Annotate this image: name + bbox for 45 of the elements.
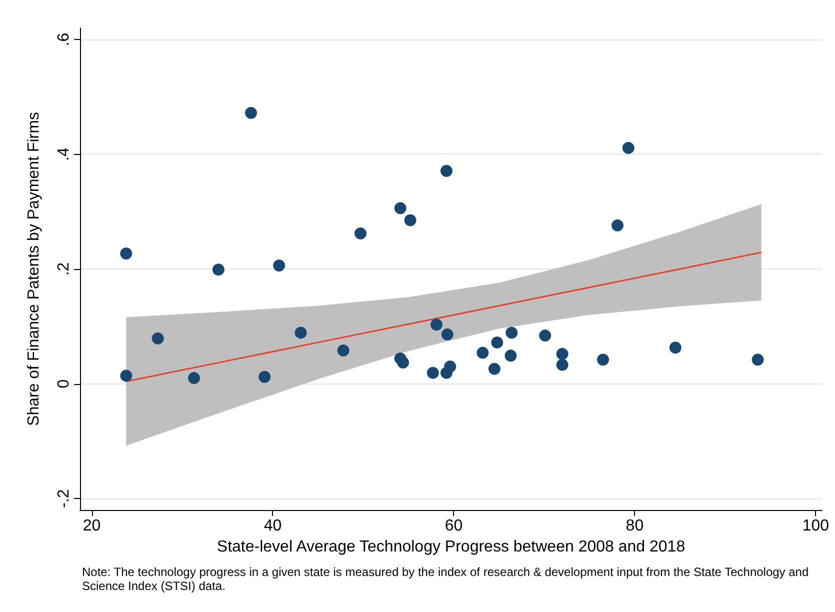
point	[669, 342, 682, 354]
point	[397, 356, 410, 369]
point	[556, 348, 568, 360]
point	[188, 372, 200, 384]
y-axis-title: Share of Finance Patents by Payment Firms	[26, 112, 42, 426]
point	[506, 326, 518, 339]
x-tick-label: 40	[264, 518, 282, 534]
point	[258, 370, 271, 383]
y-tick-label: .2	[56, 262, 72, 276]
point	[120, 248, 132, 260]
point	[430, 318, 443, 331]
point	[556, 358, 568, 371]
point	[622, 142, 634, 154]
point	[752, 354, 764, 366]
x-tick-label: 100	[802, 518, 830, 534]
point	[612, 219, 624, 232]
point	[440, 164, 452, 177]
x-tick-label: 60	[444, 518, 463, 534]
x-tick-label: 20	[82, 518, 101, 534]
point	[426, 366, 439, 379]
x-tick-label: 80	[626, 518, 644, 534]
point	[488, 362, 500, 375]
point	[504, 350, 517, 362]
x-axis-title: State-level Average Technology Progress between 2008 and 2018	[216, 538, 686, 556]
point	[539, 330, 552, 342]
point	[354, 227, 367, 240]
y-tick-label: .6	[56, 32, 72, 46]
point	[404, 214, 416, 226]
point	[441, 328, 454, 340]
point	[120, 370, 132, 382]
y-tick-label: -.2	[56, 489, 72, 508]
point	[337, 344, 350, 356]
y-tick-label: 0	[56, 379, 72, 388]
point	[245, 106, 258, 119]
point	[152, 332, 164, 344]
y-tick-label: .4	[56, 147, 72, 161]
point	[444, 360, 456, 373]
text: Note: The technology progress in a given state is measured by the index of research & development input from the State Technology and Science Index (STSI) data.	[82, 565, 812, 593]
point	[491, 336, 504, 348]
point	[294, 326, 307, 339]
point	[597, 354, 610, 366]
point	[273, 260, 286, 272]
point	[212, 264, 224, 276]
point	[476, 346, 489, 359]
point	[394, 202, 406, 214]
